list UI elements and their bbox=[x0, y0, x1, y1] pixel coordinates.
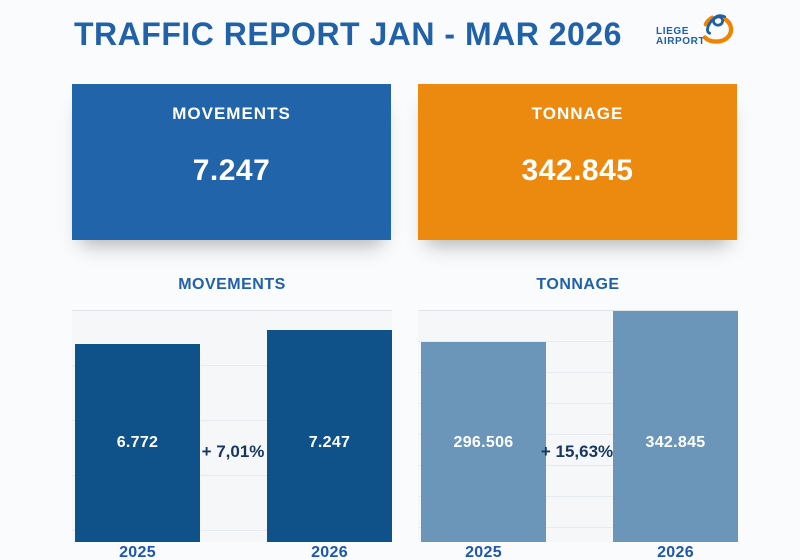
movements-delta-label: + 7,01% bbox=[201, 442, 265, 461]
tonnage-year-label-2026: 2026 bbox=[657, 544, 694, 560]
tonnage-bar-2026: 342.845 bbox=[613, 311, 738, 542]
movements-year-label-2025: 2025 bbox=[119, 544, 156, 560]
movements-chart-title: MOVEMENTS bbox=[178, 276, 286, 293]
tonnage-bar-2025: 296.506 bbox=[421, 342, 546, 542]
tonnage-summary-card: TONNAGE 342.845 bbox=[418, 84, 737, 240]
page-title: TRAFFIC REPORT JAN - MAR 2026 bbox=[74, 16, 622, 52]
liege-airport-swirl-icon bbox=[698, 13, 740, 50]
logo-text-liege: LIEGE bbox=[656, 26, 690, 37]
logo-text-airport: AIRPORT bbox=[656, 36, 706, 47]
tonnage-delta-label: + 15,63% bbox=[540, 442, 614, 461]
tonnage-card-value: 342.845 bbox=[521, 154, 634, 187]
movements-bar-2025: 6.772 bbox=[75, 343, 200, 542]
tonnage-chart-title: TONNAGE bbox=[536, 276, 620, 293]
tonnage-card-label: TONNAGE bbox=[531, 104, 624, 123]
tonnage-bar-2026-value: 342.845 bbox=[645, 434, 706, 451]
tonnage-year-label-2025: 2025 bbox=[465, 544, 502, 560]
movements-bar-2026-value: 7.247 bbox=[308, 434, 351, 451]
movements-card-label: MOVEMENTS bbox=[172, 104, 291, 123]
movements-bar-2025-value: 6.772 bbox=[116, 434, 159, 451]
tonnage-bar-2025-value: 296.506 bbox=[453, 434, 514, 451]
tonnage-bar-chart: 296.506 342.845 bbox=[418, 310, 738, 542]
movements-year-label-2026: 2026 bbox=[311, 544, 348, 560]
movements-card-value: 7.247 bbox=[192, 154, 271, 187]
movements-bar-chart: 6.772 7.247 bbox=[72, 310, 392, 542]
liege-airport-logo: LIEGE AIRPORT bbox=[656, 14, 734, 47]
movements-bar-2026: 7.247 bbox=[267, 330, 392, 542]
movements-summary-card: MOVEMENTS 7.247 bbox=[72, 84, 391, 240]
